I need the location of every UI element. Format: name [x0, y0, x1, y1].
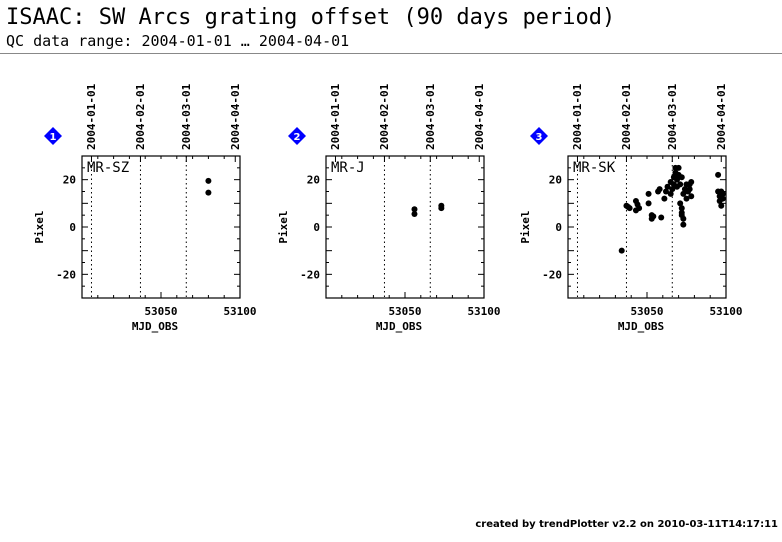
date-tick-label: 2004-04-01 [229, 83, 242, 150]
y-tick-label: 20 [549, 174, 562, 187]
header-divider [0, 53, 782, 54]
data-point [715, 171, 722, 178]
data-point [636, 205, 643, 212]
data-point [680, 215, 687, 222]
data-point [719, 190, 726, 197]
data-point [658, 214, 665, 221]
chart-panel-2: 2004-01-01 2004-02-01 2004-03-01 2004-04-01… [277, 83, 501, 333]
x-axis-label: MJD_OBS [376, 320, 422, 333]
data-point [686, 186, 693, 193]
date-tick-label: 2004-02-01 [134, 83, 147, 150]
data-point [438, 205, 445, 212]
page-title: ISAAC: SW Arcs grating offset (90 days p… [6, 5, 616, 30]
data-point [718, 202, 725, 209]
date-tick-label: 2004-04-01 [473, 83, 486, 150]
x-tick-label: 53050 [630, 305, 663, 318]
panel-number-label: 2 [294, 132, 301, 143]
panel-number-label: 1 [50, 132, 57, 143]
date-tick-label: 2004-02-01 [620, 83, 633, 150]
data-point [674, 176, 681, 183]
data-point [719, 195, 726, 202]
data-point [645, 200, 652, 207]
date-tick-label: 2004-01-01 [85, 83, 98, 150]
y-axis-label: Pixel [33, 210, 46, 243]
y-tick-label: -20 [300, 268, 320, 281]
date-tick-label: 2004-03-01 [666, 83, 679, 150]
date-tick-label: 2004-01-01 [571, 83, 584, 150]
x-axis-label: MJD_OBS [132, 320, 178, 333]
data-point [664, 183, 671, 190]
x-tick-label: 53050 [144, 305, 177, 318]
y-tick-label: 0 [313, 221, 320, 234]
data-point [618, 247, 625, 254]
data-point [669, 186, 676, 193]
y-axis-label: Pixel [519, 210, 532, 243]
date-tick-label: 2004-03-01 [180, 83, 193, 150]
x-tick-label: 53100 [709, 305, 742, 318]
y-tick-label: 0 [69, 221, 76, 234]
panel-number-marker [44, 127, 62, 145]
data-point [411, 210, 418, 217]
panel-label: MR-SK [573, 160, 616, 176]
data-point [680, 221, 687, 228]
panel-label: MR-SZ [87, 160, 129, 176]
plot-frame [325, 155, 485, 299]
plot-frame [567, 155, 727, 299]
data-point [650, 213, 657, 220]
page-subtitle: QC data range: 2004-01-01 … 2004-04-01 [6, 32, 350, 50]
data-point [683, 195, 690, 202]
data-point [661, 195, 668, 202]
data-point [662, 188, 669, 195]
date-tick-label: 2004-04-01 [715, 83, 728, 150]
x-axis-label: MJD_OBS [618, 320, 664, 333]
date-tick-label: 2004-02-01 [378, 83, 391, 150]
data-point [678, 174, 685, 181]
y-tick-label: 0 [555, 221, 562, 234]
plot-frame [81, 155, 241, 299]
y-tick-label: 20 [307, 174, 320, 187]
panel-number-marker [288, 127, 306, 145]
data-point [411, 206, 418, 213]
date-tick-label: 2004-01-01 [329, 83, 342, 150]
data-point [205, 189, 212, 196]
data-point [675, 164, 682, 171]
panel-number-marker [530, 127, 548, 145]
data-point [688, 193, 695, 200]
y-tick-label: 20 [63, 174, 76, 187]
y-tick-label: -20 [542, 268, 562, 281]
data-point [645, 190, 652, 197]
date-tick-label: 2004-03-01 [424, 83, 437, 150]
data-point [677, 181, 684, 188]
y-axis-label: Pixel [277, 210, 290, 243]
data-point [677, 200, 684, 207]
footer-credit: created by trendPlotter v2.2 on 2010-03-… [475, 519, 778, 530]
x-tick-label: 53050 [388, 305, 421, 318]
x-tick-label: 53100 [223, 305, 256, 318]
data-point [688, 179, 695, 186]
data-point [678, 205, 685, 212]
chart-panel-1: 2004-01-01 2004-02-01 2004-03-01 2004-04-01… [33, 83, 257, 333]
data-point [667, 190, 674, 197]
data-point [680, 190, 687, 197]
chart-panel-3: 2004-01-01 2004-02-01 2004-03-01 2004-04-01… [519, 83, 743, 333]
y-tick-label: -20 [56, 268, 76, 281]
data-point [205, 177, 212, 184]
panel-number-label: 3 [536, 132, 543, 143]
data-point [626, 205, 633, 212]
panel-label: MR-J [331, 160, 365, 176]
x-tick-label: 53100 [467, 305, 500, 318]
data-point [656, 186, 663, 193]
